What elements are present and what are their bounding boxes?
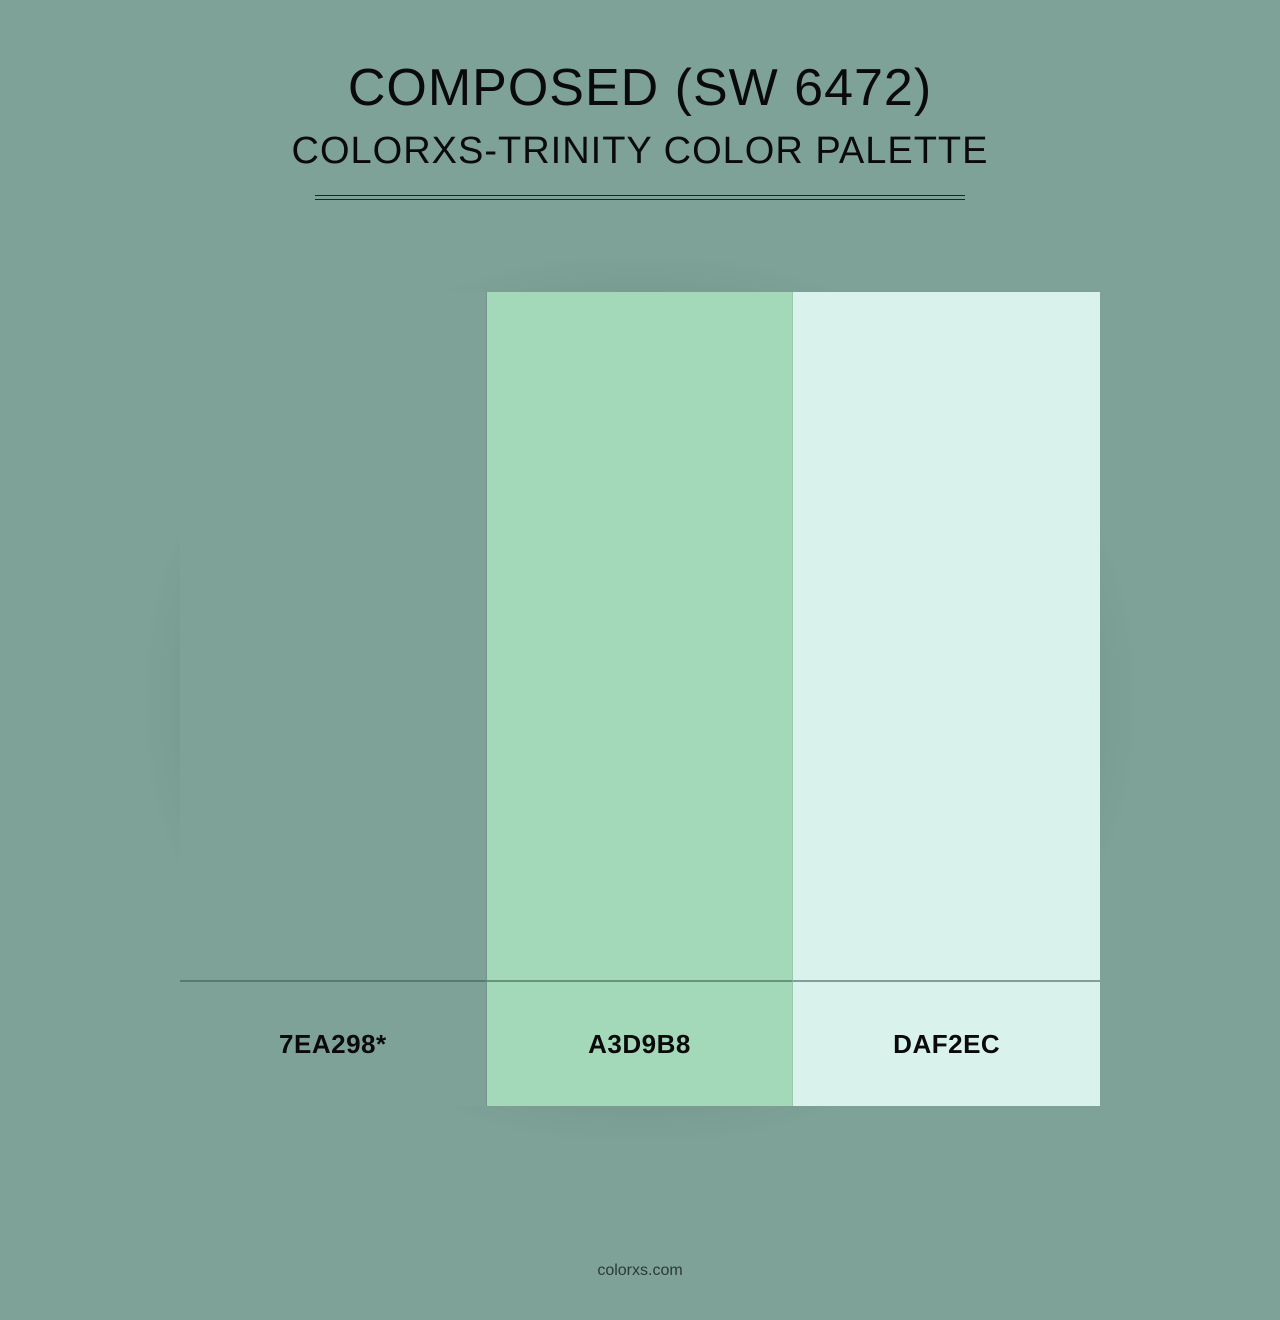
footer-text: colorxs.com <box>0 1262 1280 1280</box>
color-swatch-3 <box>793 292 1100 980</box>
swatch-column: A3D9B8 <box>487 292 794 1106</box>
color-swatch-2 <box>487 292 794 980</box>
page-subtitle: COLORXS-TRINITY COLOR PALETTE <box>292 130 989 173</box>
swatch-column: DAF2EC <box>793 292 1100 1106</box>
swatch-label: 7EA298* <box>279 1029 387 1060</box>
swatch-column: 7EA298* <box>180 292 487 1106</box>
content-container: COMPOSED (SW 6472) COLORXS-TRINITY COLOR… <box>0 0 1280 1320</box>
swatch-label: DAF2EC <box>893 1029 1000 1060</box>
header-divider <box>315 195 965 200</box>
swatch-label: A3D9B8 <box>588 1029 691 1060</box>
swatch-label-row: 7EA298* <box>180 980 487 1106</box>
swatch-label-row: A3D9B8 <box>487 980 794 1106</box>
swatch-label-row: DAF2EC <box>793 980 1100 1106</box>
palette-row: 7EA298* A3D9B8 DAF2EC <box>180 292 1100 1106</box>
page-title: COMPOSED (SW 6472) <box>348 58 932 118</box>
palette-container: 7EA298* A3D9B8 DAF2EC <box>180 292 1100 1106</box>
color-swatch-1 <box>180 292 487 980</box>
